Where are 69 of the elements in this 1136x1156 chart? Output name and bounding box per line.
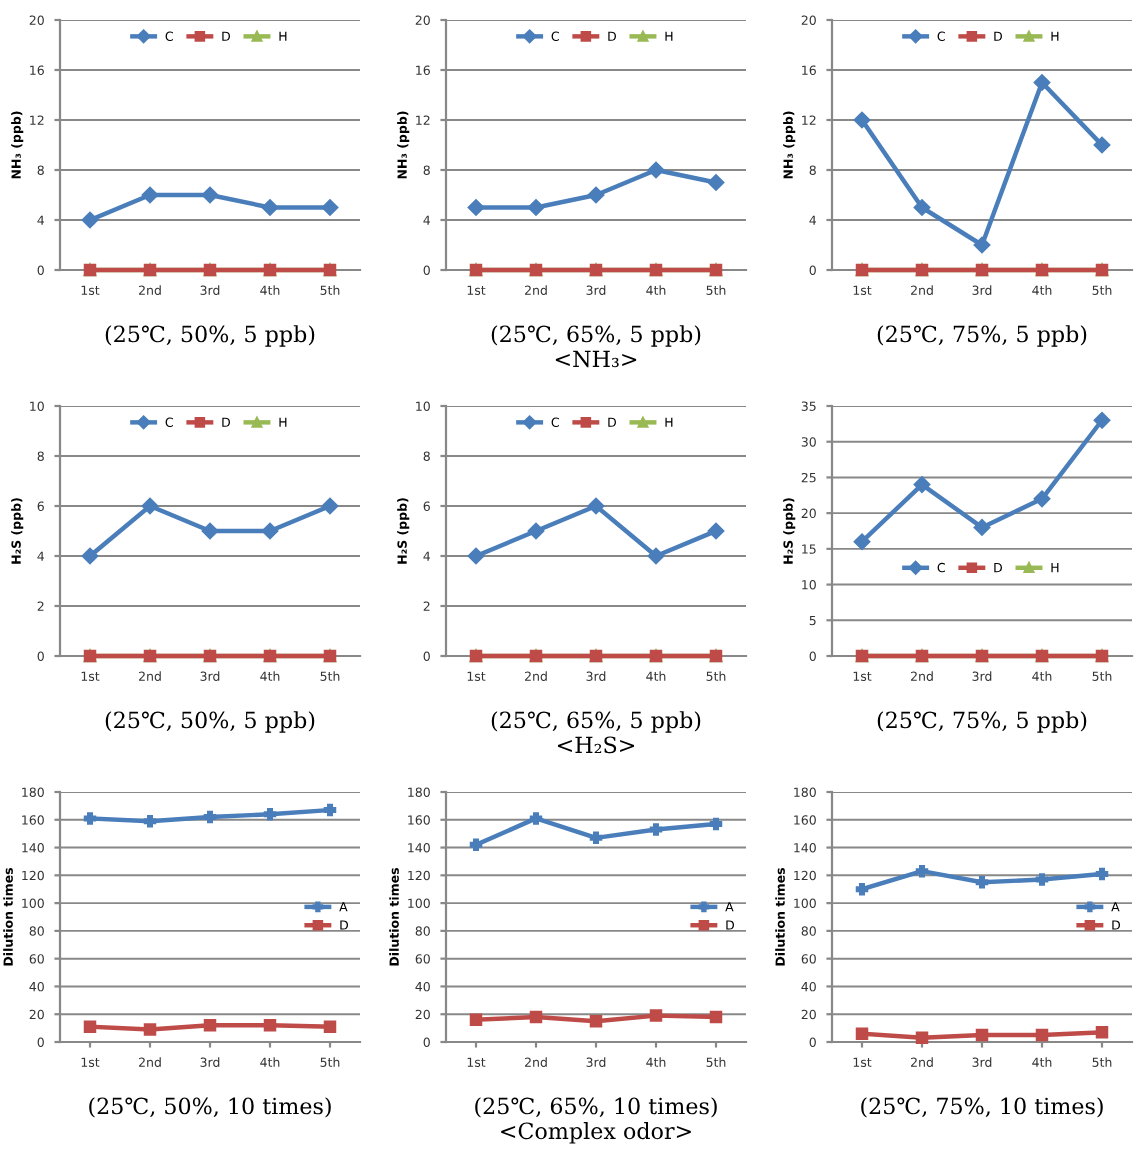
x-axis-title: (25℃, 50%, 5 ppb)	[105, 711, 315, 733]
point	[143, 1023, 157, 1036]
point	[1035, 1028, 1049, 1042]
point	[915, 1031, 929, 1045]
point	[203, 810, 217, 824]
point	[1093, 412, 1111, 429]
point	[143, 814, 157, 828]
point	[141, 497, 159, 515]
point	[323, 803, 337, 817]
x-axis-title: (25℃, 75%, 5 ppb)	[877, 711, 1087, 733]
point	[1095, 867, 1109, 881]
point	[707, 174, 725, 191]
point	[469, 838, 483, 852]
x-axis-title: (25℃, 65%, 5 ppb) <H₂S>	[491, 711, 701, 754]
point	[975, 1028, 989, 1042]
point	[201, 522, 219, 540]
x-axis-title: (25℃, 50%, 10 times)	[89, 1097, 331, 1118]
point	[649, 1009, 663, 1022]
x-axis-title: (25℃, 65%, 5 ppb) <NH₃>	[491, 325, 701, 368]
point	[469, 1013, 483, 1027]
point	[323, 1020, 337, 1033]
x-axis-title: (25℃, 75%, 5 ppb)	[877, 325, 1087, 347]
point	[321, 497, 339, 515]
point	[589, 831, 603, 845]
point	[853, 111, 871, 129]
point	[913, 199, 931, 216]
x-axis-title: (25℃, 75%, 10 times)	[861, 1097, 1103, 1118]
point	[1035, 873, 1049, 886]
point	[855, 1027, 869, 1040]
point	[973, 236, 991, 254]
point	[709, 1010, 723, 1024]
point	[321, 199, 339, 216]
point	[467, 199, 485, 216]
point	[707, 522, 725, 540]
point	[81, 211, 99, 229]
point	[915, 864, 929, 878]
point	[1033, 490, 1051, 508]
point	[1033, 74, 1051, 91]
point	[975, 876, 989, 889]
point	[263, 807, 277, 821]
x-axis-title: (25℃, 65%, 10 times) <Complex odor>	[475, 1097, 717, 1144]
point	[261, 199, 279, 216]
point	[647, 547, 665, 565]
point	[587, 186, 605, 204]
point	[853, 533, 871, 550]
point	[709, 817, 723, 831]
point	[647, 161, 665, 179]
point	[913, 476, 931, 493]
point	[141, 186, 159, 204]
point	[649, 823, 663, 836]
point	[467, 547, 485, 565]
point	[1093, 136, 1111, 154]
point	[527, 199, 545, 216]
point	[529, 1010, 543, 1024]
point	[587, 497, 605, 515]
point	[589, 1014, 603, 1028]
point	[527, 522, 545, 540]
point	[263, 1019, 277, 1032]
point	[529, 812, 543, 825]
point	[81, 547, 99, 565]
point	[855, 882, 869, 896]
point	[1095, 1026, 1109, 1039]
point	[83, 812, 97, 825]
point	[261, 522, 279, 540]
point	[203, 1019, 217, 1032]
point	[201, 186, 219, 204]
x-axis-title: (25℃, 50%, 5 ppb)	[105, 325, 315, 347]
point	[973, 519, 991, 536]
point	[83, 1020, 97, 1033]
